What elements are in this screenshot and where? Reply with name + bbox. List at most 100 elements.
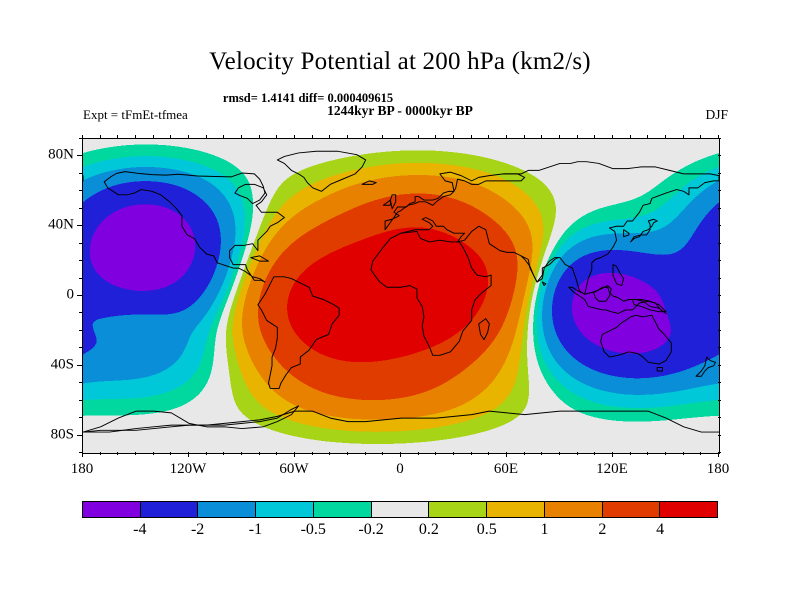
coastline-path — [250, 255, 269, 262]
y-axis-minor-tick — [718, 260, 721, 262]
x-axis-minor-tick — [99, 135, 101, 138]
x-axis-minor-tick — [400, 135, 401, 138]
x-axis-minor-tick — [576, 135, 578, 138]
y-axis-minor-tick — [718, 312, 721, 314]
y-axis-minor-tick — [718, 452, 721, 453]
x-axis-minor-tick — [152, 135, 154, 138]
x-axis-minor-tick — [241, 135, 242, 138]
y-axis-minor-tick — [79, 172, 82, 174]
colorbar-band — [140, 502, 199, 517]
colorbar-band — [83, 502, 141, 517]
coastline-path — [631, 299, 667, 313]
colorbar — [82, 501, 718, 518]
x-axis-minor-tick — [152, 452, 154, 455]
y-axis-minor-tick — [718, 138, 721, 139]
x-axis-minor-tick — [682, 135, 684, 138]
coastline-path — [400, 217, 466, 243]
y-axis-minor-tick — [718, 207, 721, 209]
rmsd-annotation: rmsd= 1.4141 diff= 0.000409615 — [222, 91, 394, 105]
coastline-path — [623, 229, 630, 238]
coastline-path — [257, 276, 340, 389]
x-axis-label: 120W — [169, 461, 207, 477]
coastline-path — [695, 356, 716, 377]
x-axis-minor-tick — [347, 135, 348, 138]
coastline-path — [83, 410, 719, 433]
y-axis-minor-tick — [718, 364, 721, 366]
x-axis-tick — [188, 452, 189, 457]
x-axis-minor-tick — [576, 452, 578, 455]
x-axis-minor-tick — [364, 452, 366, 455]
x-axis-minor-tick — [417, 135, 419, 138]
x-axis-minor-tick — [135, 452, 136, 455]
y-axis-minor-tick — [718, 172, 721, 174]
contour-band--4 — [287, 227, 489, 363]
x-axis-minor-tick — [453, 452, 454, 455]
contour-map-svg — [83, 139, 719, 453]
x-axis-minor-tick — [470, 135, 472, 138]
x-axis-minor-tick — [594, 135, 596, 138]
x-axis-minor-tick — [417, 452, 419, 455]
x-axis-minor-tick — [276, 135, 278, 138]
x-axis-minor-tick — [629, 452, 631, 455]
x-axis-minor-tick — [718, 135, 719, 138]
x-axis-minor-tick — [629, 135, 631, 138]
page-title: Velocity Potential at 200 hPa (km2/s) — [209, 48, 591, 75]
x-axis-minor-tick — [205, 135, 207, 138]
x-axis-minor-tick — [682, 452, 684, 455]
y-axis-minor-tick — [79, 312, 82, 314]
x-axis-minor-tick — [170, 135, 172, 138]
x-axis-minor-tick — [470, 452, 472, 455]
x-axis-label: 120E — [596, 461, 628, 477]
y-axis-minor-tick — [79, 260, 82, 262]
coastline-path — [593, 285, 612, 302]
period-annotation: 1244kyr BP - 0000kyr BP — [327, 103, 473, 118]
y-axis-minor-tick — [79, 329, 82, 331]
x-axis-minor-tick — [612, 135, 613, 138]
coastline-path — [83, 405, 300, 433]
y-axis-minor-tick — [718, 242, 721, 244]
coastline-path — [600, 314, 672, 365]
coastline-path — [382, 199, 391, 206]
x-axis-minor-tick — [541, 135, 543, 138]
x-axis-minor-tick — [223, 135, 225, 138]
colorbar-tick-label: -0.5 — [300, 521, 326, 538]
coastline-path — [520, 255, 559, 283]
x-axis-minor-tick — [382, 135, 384, 138]
y-axis-minor-tick — [718, 155, 721, 157]
coastline-path — [361, 180, 377, 185]
x-axis-minor-tick — [700, 452, 702, 455]
colorbar-band — [660, 502, 718, 517]
colorbar-band — [429, 502, 488, 517]
x-axis-minor-tick — [523, 452, 525, 455]
x-axis-minor-tick — [594, 452, 596, 455]
x-axis-minor-tick — [258, 452, 260, 455]
x-axis-minor-tick — [188, 135, 189, 138]
y-axis-tick — [77, 225, 82, 227]
colorbar-band — [544, 502, 603, 517]
x-axis-minor-tick — [205, 452, 207, 455]
x-axis-tick — [506, 452, 507, 457]
colorbar-band — [371, 502, 430, 517]
x-axis-minor-tick — [223, 452, 225, 455]
x-axis-label: 180 — [70, 461, 94, 477]
x-axis-minor-tick — [329, 135, 331, 138]
y-axis-minor-tick — [79, 138, 82, 139]
x-axis-minor-tick — [347, 452, 348, 455]
y-axis-minor-tick — [718, 295, 721, 296]
x-axis-tick — [294, 452, 295, 457]
colorbar-tick-label: 2 — [598, 521, 607, 538]
contour-fill-group — [83, 139, 719, 453]
y-axis-minor-tick — [79, 277, 82, 279]
x-axis-label: 0 — [396, 461, 404, 477]
x-axis-minor-tick — [241, 452, 242, 455]
x-axis-minor-tick — [506, 135, 507, 138]
x-axis-minor-tick — [559, 135, 560, 138]
y-axis-minor-tick — [79, 417, 82, 419]
y-axis-minor-tick — [79, 242, 82, 244]
colorbar-band — [256, 502, 314, 517]
contour-map — [82, 138, 720, 454]
colorbar-band — [602, 502, 661, 517]
y-axis-tick — [77, 295, 82, 296]
x-axis-label: 60E — [493, 461, 519, 477]
y-axis-label: 80S — [50, 426, 74, 443]
